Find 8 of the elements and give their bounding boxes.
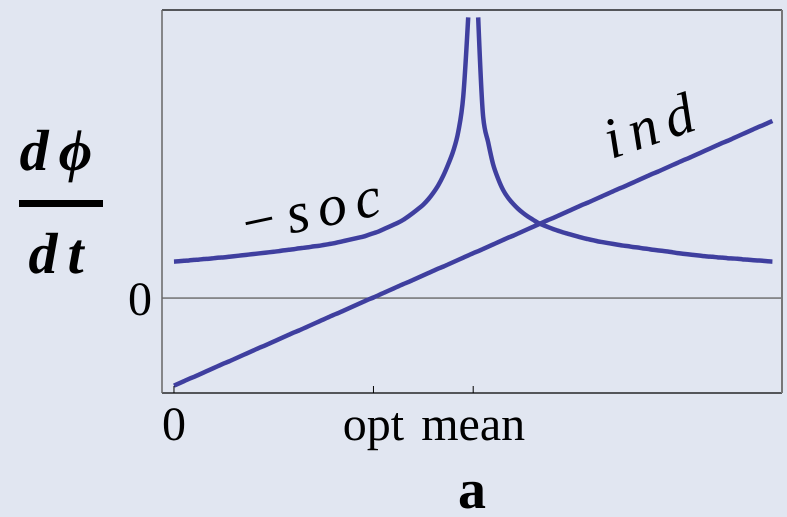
x-axis-title: a [458, 459, 486, 517]
ref-line-label: 0 [128, 273, 152, 326]
text: −soc [232, 160, 395, 256]
x-tick-label: opt [342, 398, 405, 451]
x-tick-label: 0 [162, 398, 186, 451]
y-axis-title: dϕ dt [20, 118, 102, 286]
x-tick-label: mean [421, 398, 526, 451]
text: ind [594, 76, 712, 171]
